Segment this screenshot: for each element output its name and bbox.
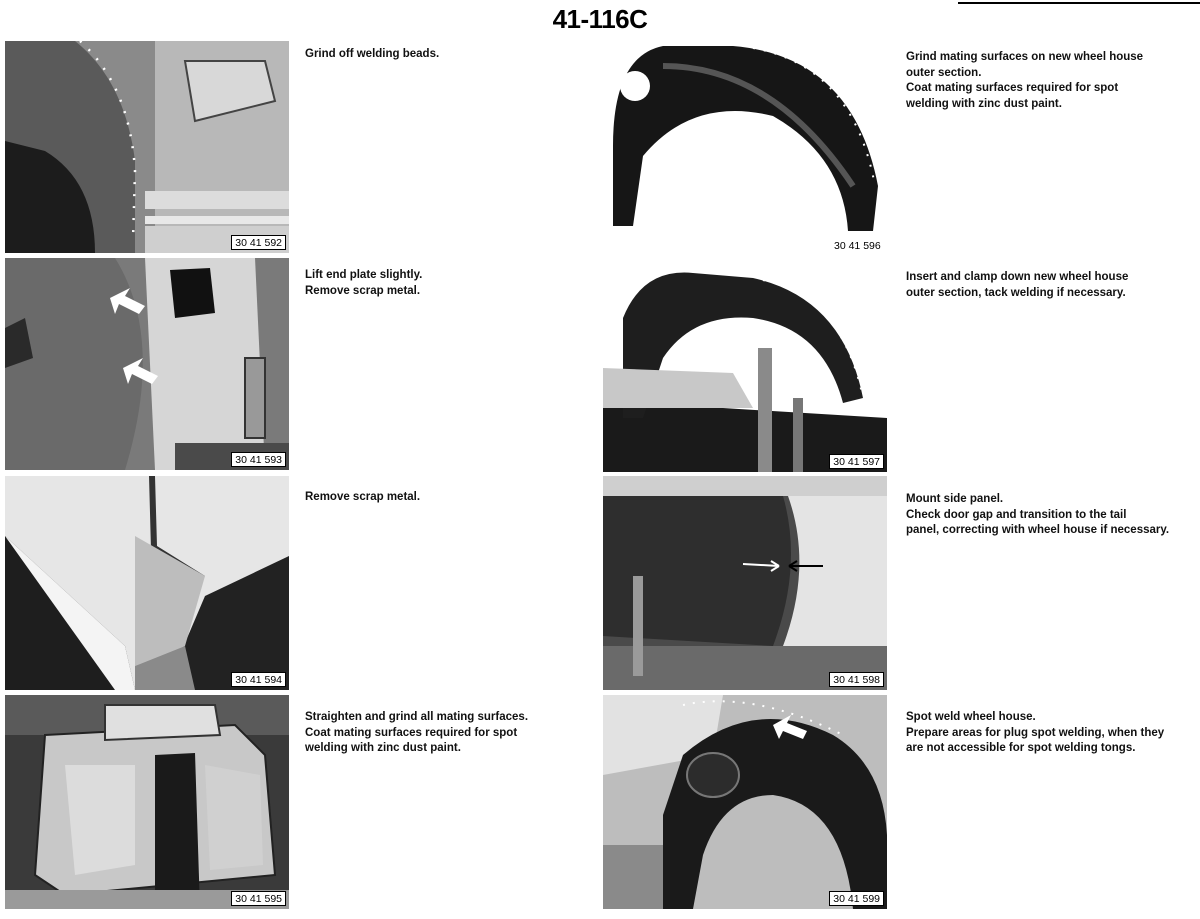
caption-spot-weld: Spot weld wheel house. Prepare areas for… xyxy=(906,710,1196,757)
photo-image xyxy=(603,36,888,256)
photo-image xyxy=(5,41,289,253)
photo-image xyxy=(603,695,887,909)
photo-straighten-grind: 30 41 595 xyxy=(5,695,289,909)
photo-lift-end-plate: 30 41 593 xyxy=(5,258,289,470)
caption-mount-side-panel: Mount side panel. Check door gap and tra… xyxy=(906,492,1196,539)
photo-mount-side-panel: 30 41 598 xyxy=(603,476,887,690)
page-number-main: 41-116 xyxy=(552,4,630,34)
caption-line: Insert and clamp down new wheel house xyxy=(906,271,1129,283)
caption-line: Coat mating surfaces required for spot xyxy=(305,726,518,739)
caption-line: Mount side panel. xyxy=(906,493,1004,505)
photo-number: 30 41 593 xyxy=(231,452,286,467)
caption-line: Prepare areas for plug spot welding, whe… xyxy=(906,726,1165,739)
photo-image xyxy=(603,476,887,690)
photo-number: 30 41 599 xyxy=(829,891,884,906)
photo-number: 30 41 594 xyxy=(231,672,286,687)
caption-line: welding with zinc dust paint. xyxy=(906,97,1062,110)
caption-line: welding with zinc dust paint. xyxy=(305,742,461,754)
caption-insert-clamp: Insert and clamp down new wheel house ou… xyxy=(906,270,1196,301)
page-number-suffix: C xyxy=(629,4,648,34)
photo-image xyxy=(603,258,887,472)
caption-line: outer section, tack welding if necessary… xyxy=(906,286,1126,299)
photo-image xyxy=(5,695,289,909)
photo-number: 30 41 598 xyxy=(829,672,884,687)
caption-line: Check door gap and transition to the tai… xyxy=(906,508,1127,521)
caption-line: outer section. xyxy=(906,66,982,79)
caption-line: Grind mating surfaces on new wheel house xyxy=(906,51,1144,63)
caption-grind-welding-beads: Grind off welding beads. xyxy=(305,47,595,63)
caption-line: Remove scrap metal. xyxy=(305,284,421,297)
photo-insert-clamp-wheel-house: 30 41 597 xyxy=(603,258,887,472)
caption-line: are not accessible for spot welding tong… xyxy=(906,742,1136,754)
caption-lift-end-plate: Lift end plate slightly. Remove scrap me… xyxy=(305,268,595,299)
photo-number: 30 41 592 xyxy=(231,235,286,250)
caption-straighten-grind: Straighten and grind all mating surfaces… xyxy=(305,710,595,757)
caption-line: Remove scrap metal. xyxy=(305,491,421,503)
photo-image xyxy=(5,476,289,690)
photo-number: 30 41 595 xyxy=(231,891,286,906)
photo-number: 30 41 596 xyxy=(834,240,881,252)
caption-remove-scrap-metal: Remove scrap metal. xyxy=(305,490,595,506)
caption-line: Grind off welding beads. xyxy=(305,48,440,60)
photo-grind-welding-beads: 30 41 592 xyxy=(5,41,289,253)
photo-number: 30 41 597 xyxy=(829,454,884,469)
photo-spot-weld-wheel-house: 30 41 599 xyxy=(603,695,887,909)
caption-grind-new-wheel-house: Grind mating surfaces on new wheel house… xyxy=(906,50,1196,112)
caption-line: panel, correcting with wheel house if ne… xyxy=(906,524,1170,536)
page-number: 41-116C xyxy=(0,4,1200,34)
photo-remove-scrap-metal: 30 41 594 xyxy=(5,476,289,690)
caption-line: Coat mating surfaces required for spot xyxy=(906,82,1119,94)
caption-line: Straighten and grind all mating surfaces… xyxy=(305,711,529,723)
photo-new-wheel-house-section: 30 41 596 xyxy=(603,36,888,256)
photo-image xyxy=(5,258,289,470)
caption-line: Lift end plate slightly. xyxy=(305,269,423,281)
header-rule xyxy=(958,2,1200,4)
caption-line: Spot weld wheel house. xyxy=(906,711,1036,723)
